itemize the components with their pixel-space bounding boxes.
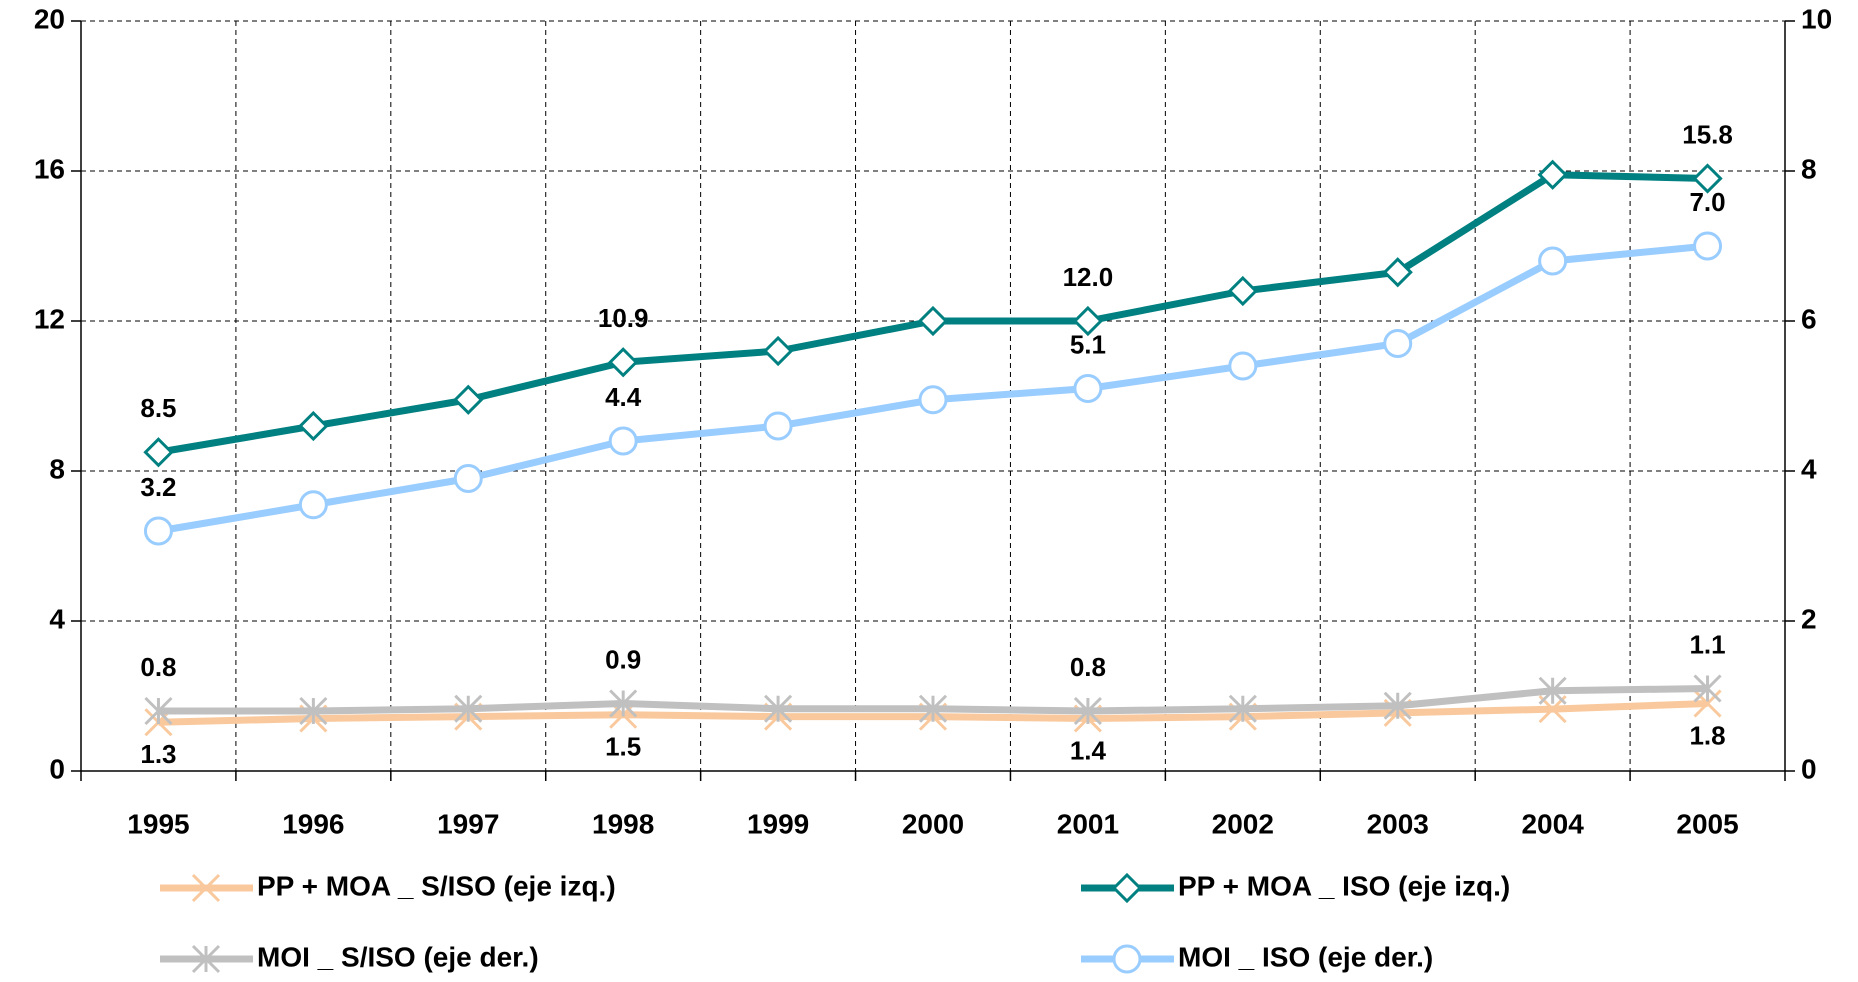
x-tick-label: 2000 xyxy=(902,808,964,839)
marker xyxy=(1537,159,1568,190)
marker xyxy=(144,696,173,726)
data-label: 12.0 xyxy=(1063,262,1114,292)
marker xyxy=(1227,275,1258,307)
x-tick-label: 2001 xyxy=(1057,808,1119,839)
y-tick-label: 16 xyxy=(34,153,65,184)
x-tick-label: 2005 xyxy=(1676,808,1738,839)
marker xyxy=(453,384,484,415)
x-tick-label: 1997 xyxy=(437,808,499,839)
y-tick-label: 20 xyxy=(34,3,65,34)
y2-tick-label: 8 xyxy=(1801,153,1817,184)
y-tick-label: 0 xyxy=(49,753,65,784)
marker xyxy=(1538,676,1567,705)
marker xyxy=(454,694,483,723)
marker xyxy=(1112,944,1142,974)
data-label: 1.1 xyxy=(1689,629,1725,659)
x-tick-label: 2002 xyxy=(1212,808,1274,839)
marker xyxy=(1693,231,1723,261)
marker xyxy=(1382,257,1413,288)
data-label: 4.4 xyxy=(605,382,642,412)
marker xyxy=(191,944,221,974)
y-tick-label: 12 xyxy=(34,303,65,334)
legend-label: PP + MOA _ S/ISO (eje izq.) xyxy=(257,870,616,901)
marker xyxy=(298,490,328,520)
x-tick-label: 1996 xyxy=(282,808,344,839)
data-label: 0.8 xyxy=(140,652,176,682)
legend-label: MOI _ ISO (eje der.) xyxy=(1178,941,1433,972)
x-tick-label: 2003 xyxy=(1367,808,1429,839)
data-label: 0.9 xyxy=(605,644,641,674)
marker xyxy=(143,516,173,546)
marker xyxy=(762,335,794,367)
marker xyxy=(1692,163,1723,194)
data-label: 1.4 xyxy=(1070,735,1107,765)
y2-tick-label: 0 xyxy=(1801,753,1817,784)
data-label: 1.8 xyxy=(1689,720,1725,750)
y2-tick-label: 2 xyxy=(1801,603,1817,634)
data-label: 1.5 xyxy=(605,732,641,762)
marker xyxy=(918,694,948,723)
x-tick-label: 1998 xyxy=(592,808,654,839)
y2-tick-label: 4 xyxy=(1801,453,1817,484)
marker xyxy=(191,873,221,903)
y-tick-label: 4 xyxy=(49,603,65,634)
marker xyxy=(1073,696,1102,726)
y2-tick-label: 6 xyxy=(1801,303,1817,334)
marker xyxy=(764,694,793,723)
marker xyxy=(1228,351,1258,381)
data-label: 3.2 xyxy=(140,472,176,502)
data-label: 5.1 xyxy=(1070,329,1106,359)
marker xyxy=(1693,674,1722,703)
data-label: 0.8 xyxy=(1070,652,1106,682)
data-label: 1.3 xyxy=(140,739,176,769)
marker xyxy=(1228,694,1257,723)
data-label: 8.5 xyxy=(140,393,176,423)
data-label: 15.8 xyxy=(1682,119,1733,149)
x-tick-label: 1995 xyxy=(127,808,189,839)
marker xyxy=(1538,246,1568,276)
data-label: 7.0 xyxy=(1689,187,1725,217)
marker xyxy=(918,385,948,415)
marker xyxy=(299,696,328,726)
marker xyxy=(1111,872,1143,904)
marker xyxy=(763,411,793,441)
marker xyxy=(609,689,638,718)
data-label: 10.9 xyxy=(598,303,649,333)
marker xyxy=(143,437,174,468)
marker xyxy=(608,426,638,456)
x-tick-label: 1999 xyxy=(747,808,809,839)
y2-tick-label: 10 xyxy=(1801,3,1832,34)
marker xyxy=(917,305,949,337)
legend-label: PP + MOA _ ISO (eje izq.) xyxy=(1178,870,1510,901)
x-tick-label: 2004 xyxy=(1521,808,1584,839)
marker xyxy=(453,464,483,493)
marker xyxy=(608,347,639,378)
marker xyxy=(1383,329,1413,358)
marker xyxy=(1693,689,1722,718)
marker xyxy=(298,410,329,442)
y-tick-label: 8 xyxy=(49,453,65,484)
marker xyxy=(1073,374,1103,403)
marker xyxy=(1383,691,1412,720)
marker xyxy=(1072,305,1104,337)
legend-label: MOI _ S/ISO (eje der.) xyxy=(257,941,539,972)
